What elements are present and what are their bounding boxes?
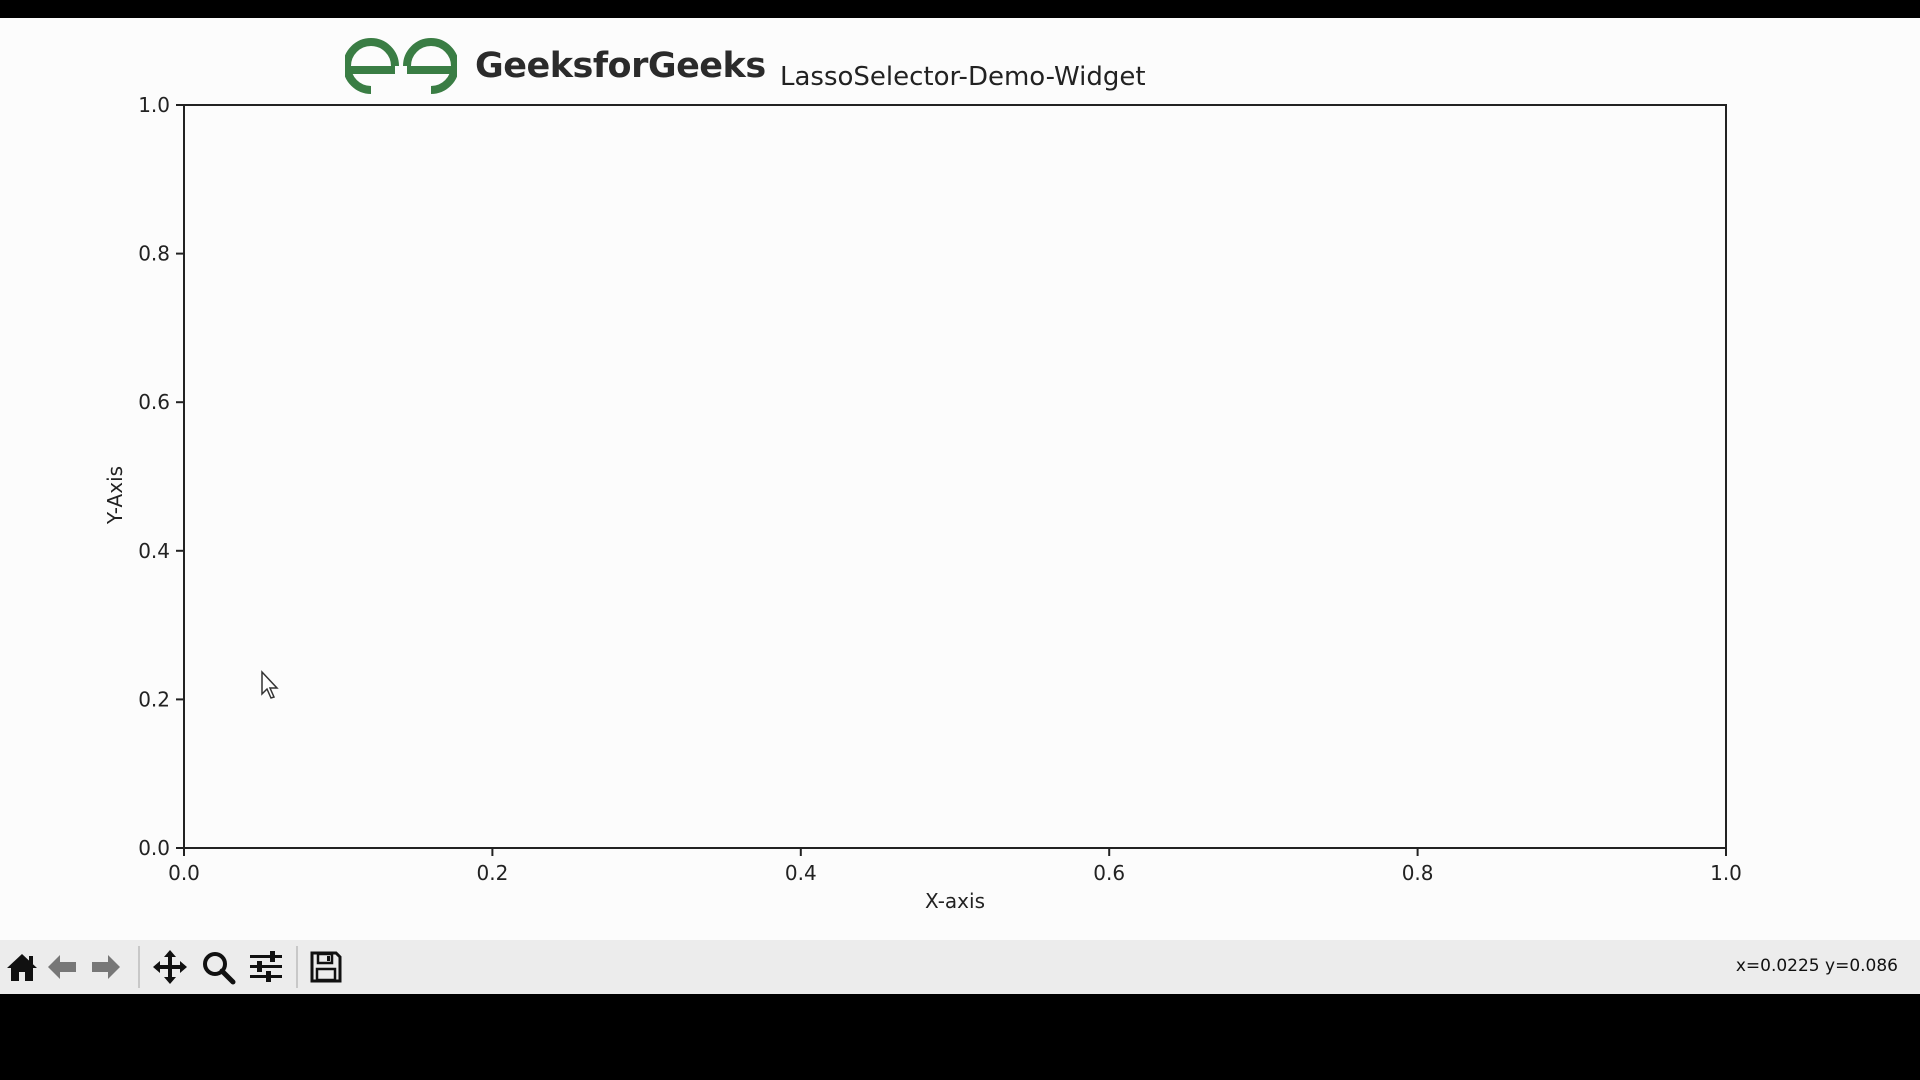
move-icon <box>153 950 187 984</box>
toolbar-separator <box>296 946 298 988</box>
floppy-disk-icon <box>310 951 342 983</box>
home-button[interactable] <box>0 943 44 991</box>
figure-window: GeeksforGeeks LassoSelector-Demo-Widget … <box>0 18 1920 994</box>
y-tick-label: 0.8 <box>138 242 170 266</box>
brand-name: GeeksforGeeks <box>475 46 766 86</box>
pan-button[interactable] <box>148 943 192 991</box>
chart-plot[interactable]: 0.0 0.2 0.4 0.6 0.8 1.0 0.0 0.2 0.4 0.6 0.8 1.0 X-… <box>0 18 1920 940</box>
y-axis-label: Y-Axis <box>103 466 127 525</box>
home-icon <box>7 954 37 981</box>
cursor-coordinates: x=0.0225 y=0.086 <box>1735 956 1898 976</box>
y-tick-label: 0.0 <box>138 836 170 860</box>
plot-area[interactable] <box>183 104 1727 849</box>
back-button[interactable] <box>40 943 84 991</box>
x-axis-label: X-axis <box>925 889 985 913</box>
save-button[interactable] <box>304 943 348 991</box>
chart-title: LassoSelector-Demo-Widget <box>780 62 1146 92</box>
y-axis: 0.0 0.2 0.4 0.6 0.8 1.0 <box>138 93 184 860</box>
configure-subplots-button[interactable] <box>244 943 288 991</box>
y-tick-label: 0.4 <box>138 539 170 563</box>
y-tick-label: 0.2 <box>138 687 170 711</box>
mouse-pointer-icon <box>261 670 279 699</box>
arrow-right-icon <box>92 955 120 979</box>
x-tick-label: 0.6 <box>1093 861 1125 885</box>
x-tick-label: 0.0 <box>168 861 200 885</box>
geeksforgeeks-logo-icon <box>345 38 457 94</box>
x-axis: 0.0 0.2 0.4 0.6 0.8 1.0 <box>168 848 1742 885</box>
y-tick-label: 0.6 <box>138 390 170 414</box>
y-tick-label: 1.0 <box>138 93 170 117</box>
brand-logo: GeeksforGeeks <box>345 36 766 96</box>
x-tick-label: 0.4 <box>785 861 817 885</box>
zoom-button[interactable] <box>196 943 240 991</box>
x-tick-label: 0.2 <box>476 861 508 885</box>
arrow-left-icon <box>48 955 76 979</box>
forward-button[interactable] <box>84 943 128 991</box>
x-tick-label: 0.8 <box>1402 861 1434 885</box>
toolbar-separator <box>138 946 140 988</box>
navigation-toolbar: x=0.0225 y=0.086 <box>0 940 1920 994</box>
figure-canvas[interactable]: GeeksforGeeks LassoSelector-Demo-Widget … <box>0 18 1920 940</box>
sliders-icon <box>250 951 282 982</box>
x-tick-label: 1.0 <box>1710 861 1742 885</box>
magnifier-icon <box>203 952 236 985</box>
